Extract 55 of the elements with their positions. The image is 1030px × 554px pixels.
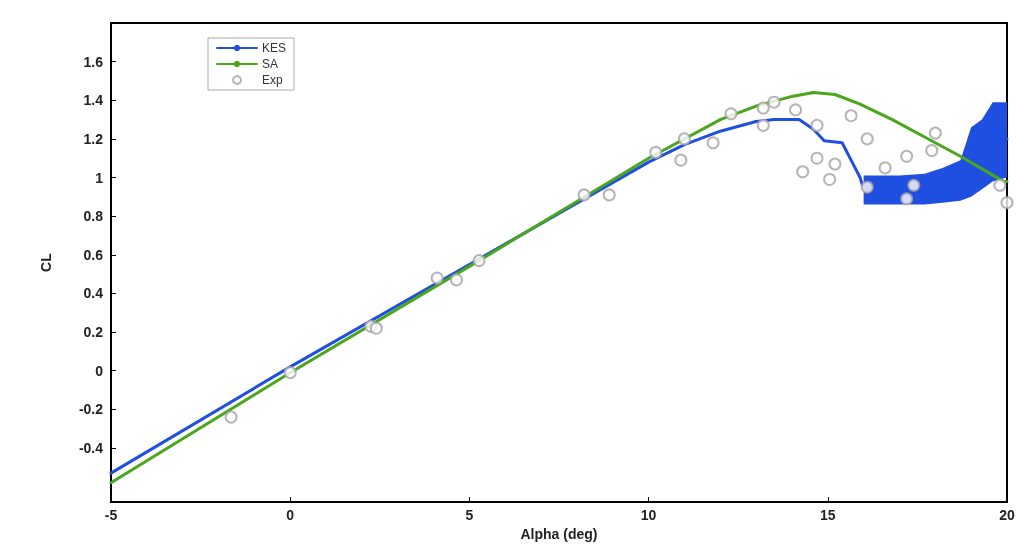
point [925, 144, 939, 157]
point [900, 192, 914, 206]
x-tick-label: 15 [820, 507, 836, 524]
point [823, 172, 837, 186]
point [993, 178, 1007, 192]
point [430, 271, 444, 285]
point [602, 188, 616, 202]
point [369, 321, 383, 335]
point [928, 126, 942, 140]
point [577, 188, 591, 202]
x-tick-label: -5 [104, 507, 118, 524]
point [649, 145, 663, 159]
x-tick-label: 20 [999, 507, 1015, 524]
point [450, 273, 463, 287]
point [907, 178, 921, 192]
y-tick-label: 0.4 [83, 285, 104, 302]
point [724, 107, 738, 121]
point [828, 157, 842, 171]
y-tick-label: 0 [95, 362, 104, 379]
point [810, 151, 824, 165]
y-tick-label: 0.6 [83, 246, 104, 263]
point [860, 132, 874, 146]
x-tick-label: 5 [465, 507, 474, 524]
legend-label: Exp [262, 73, 283, 87]
point [756, 118, 770, 132]
y-tick-label: -0.4 [78, 440, 104, 457]
point [810, 118, 824, 132]
point [844, 109, 858, 123]
legend-label: KES [262, 41, 287, 55]
y-axis-title: CL [38, 252, 54, 272]
x-axis-title: Alpha (deg) [520, 526, 598, 542]
point [674, 153, 688, 167]
point [1000, 196, 1014, 210]
point [878, 161, 892, 175]
point [706, 136, 720, 150]
y-tick-label: 1.6 [83, 53, 104, 70]
point [767, 95, 781, 109]
point [789, 103, 803, 117]
legend-label: SA [262, 57, 279, 71]
y-tick-label: 0.2 [83, 324, 104, 341]
x-tick-label: 10 [640, 507, 657, 524]
point [677, 132, 691, 146]
point [283, 366, 297, 380]
y-tick-label: 0.8 [83, 208, 104, 225]
y-tick-label: -0.2 [78, 401, 104, 418]
y-tick-label: 1.2 [83, 130, 104, 147]
point [900, 149, 914, 163]
point [224, 410, 238, 424]
point [860, 180, 874, 194]
point [472, 254, 486, 268]
y-tick-label: 1.4 [83, 92, 104, 109]
y-tick-label: 1 [95, 169, 104, 186]
point [756, 101, 770, 115]
point [796, 165, 810, 179]
x-tick-label: 0 [286, 507, 295, 524]
